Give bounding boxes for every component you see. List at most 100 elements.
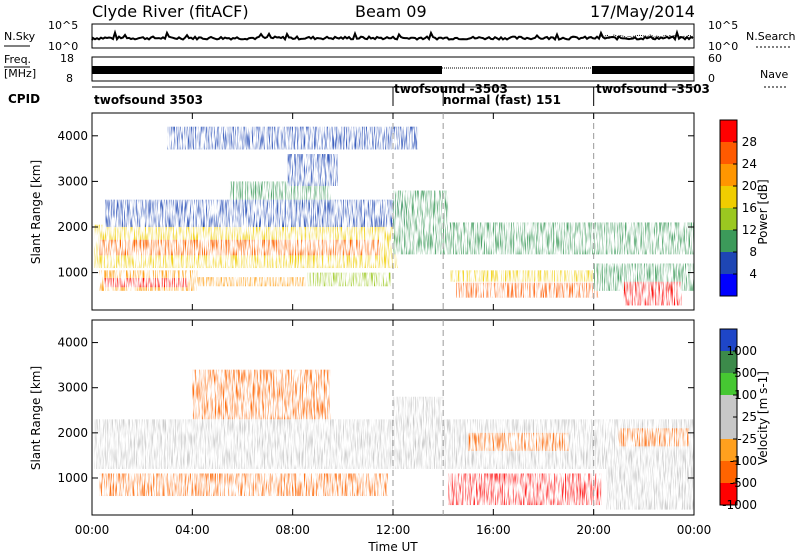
colorbar-tick-label: 8 — [749, 245, 757, 259]
colorbar-swatch — [720, 120, 737, 142]
noise-right-tick-bottom: 10^0 — [708, 40, 738, 53]
x-tick-label: 20:00 — [576, 523, 611, 537]
site-title: Clyde River (fitACF) — [92, 2, 249, 21]
colorbar-swatch — [720, 483, 737, 505]
velocity-colorbar-title: Velocity [m s-1] — [756, 371, 770, 465]
freq-tick-bottom: 8 — [66, 72, 73, 85]
colorbar-swatch — [720, 208, 737, 230]
range-time-cell — [104, 199, 406, 228]
colorbar-tick-label: -500 — [730, 476, 757, 490]
noise-sky-trace — [91, 29, 694, 42]
velocity-colorbar: 1000 500 100 25 -25 -100 -500 -1000 — [719, 328, 757, 512]
colorbar-swatch — [720, 439, 737, 461]
colorbar-swatch — [720, 164, 737, 186]
range-time-cell — [99, 239, 381, 256]
colorbar-tick-label: 500 — [734, 366, 757, 380]
colorbar-swatch — [720, 395, 737, 417]
noise-left-tick-top: 10^5 — [48, 19, 78, 32]
y-tick-label: 3000 — [57, 381, 88, 395]
freq-trace-2 — [592, 66, 694, 74]
noise-right-label: N.Search — [746, 30, 796, 43]
y-tick-label: 1000 — [57, 266, 88, 280]
noise-search-trace — [599, 34, 695, 39]
noise-right-tick-top: 10^5 — [708, 19, 738, 32]
cpid-segment-label: normal (fast) 151 — [443, 93, 561, 107]
frequency-panel: Freq. [MHz] 18 8 60 0 Nave — [4, 52, 788, 88]
noise-left-tick-bottom: 10^0 — [48, 40, 78, 53]
colorbar-tick-label: 16 — [742, 201, 757, 215]
noise-left-label: N.Sky — [4, 30, 36, 43]
x-tick-label: 12:00 — [376, 523, 411, 537]
colorbar-swatch — [720, 329, 737, 351]
freq-label: Freq. — [4, 53, 31, 66]
x-tick-label: 00:00 — [75, 523, 110, 537]
freq-trace-1 — [92, 66, 442, 74]
cpid-segment-label: twofsound 3503 — [94, 93, 203, 107]
colorbar-tick-label: 24 — [742, 157, 757, 171]
power-colorbar-title: Power [dB] — [756, 179, 770, 244]
time-axis-title: Time UT — [367, 540, 418, 554]
nave-tick-bottom: 0 — [708, 72, 715, 85]
cpid-segment-label: twofsound -3503 — [596, 82, 710, 96]
colorbar-tick-label: 28 — [742, 135, 757, 149]
range-time-cell — [287, 154, 338, 186]
velocity-ylabel: Slant Range [km] — [29, 366, 43, 470]
colorbar-tick-label: 20 — [742, 179, 757, 193]
power-colorbar: 28 24 20 16 12 8 4 — [719, 119, 757, 297]
colorbar-swatch — [720, 274, 737, 296]
cpid-segment-label: twofsound -3503 — [394, 82, 508, 96]
power-ylabel: Slant Range [km] — [29, 160, 43, 264]
y-tick-label: 1000 — [57, 471, 88, 485]
time-axis: 00:00 04:00 08:00 12:00 16:00 20:00 00:00 — [75, 113, 712, 537]
range-time-cell — [443, 222, 694, 255]
nave-label: Nave — [760, 68, 788, 81]
colorbar-tick-label: 4 — [749, 267, 757, 281]
colorbar-tick-label: -1000 — [722, 498, 757, 512]
colorbar-tick-label: 100 — [734, 388, 757, 402]
range-time-cell — [192, 369, 331, 420]
freq-unit-label: [MHz] — [4, 67, 36, 80]
x-tick-label: 16:00 — [476, 523, 511, 537]
range-time-cell — [104, 278, 188, 288]
y-tick-label: 2000 — [57, 220, 88, 234]
cpid-separators — [392, 113, 595, 515]
range-time-cell — [229, 181, 331, 205]
range-time-cell — [468, 432, 569, 451]
range-time-cell — [618, 428, 689, 447]
y-tick-label: 2000 — [57, 426, 88, 440]
range-time-cell — [307, 272, 391, 287]
colorbar-swatch — [720, 186, 737, 208]
colorbar-tick-label: 12 — [742, 223, 757, 237]
range-time-cell — [450, 270, 602, 282]
colorbar-swatch — [720, 252, 737, 274]
power-panel: 1000 2000 3000 4000 Slant Range [km] — [29, 112, 695, 311]
range-time-cell — [197, 277, 306, 287]
colorbar-swatch — [720, 142, 737, 164]
colorbar-swatch — [720, 373, 737, 395]
colorbar-swatch — [720, 417, 737, 439]
colorbar-swatch — [720, 351, 737, 373]
range-time-cell — [393, 190, 449, 255]
x-tick-label: 00:00 — [677, 523, 712, 537]
date-label: 17/May/2014 — [590, 2, 695, 21]
range-time-cell — [393, 396, 444, 460]
colorbar-swatch — [720, 230, 737, 252]
colorbar-tick-label: 25 — [742, 410, 757, 424]
colorbar-tick-label: -25 — [737, 432, 757, 446]
colorbar-tick-label: 1000 — [726, 344, 757, 358]
y-tick-label: 3000 — [57, 174, 88, 188]
range-time-cell — [455, 282, 599, 298]
y-tick-label: 4000 — [57, 336, 88, 350]
x-tick-label: 08:00 — [275, 523, 310, 537]
y-tick-label: 4000 — [57, 129, 88, 143]
cpid-label: CPID — [8, 92, 40, 106]
colorbar-tick-label: -100 — [730, 454, 757, 468]
freq-tick-top: 18 — [60, 52, 74, 65]
noise-panel: N.Sky 10^5 10^0 10^5 10^0 N.Search — [4, 19, 796, 53]
velocity-panel: 1000 2000 3000 4000 Slant Range [km] — [29, 319, 695, 516]
range-time-cell — [606, 455, 694, 510]
x-tick-label: 04:00 — [175, 523, 210, 537]
range-time-cell — [99, 473, 388, 497]
